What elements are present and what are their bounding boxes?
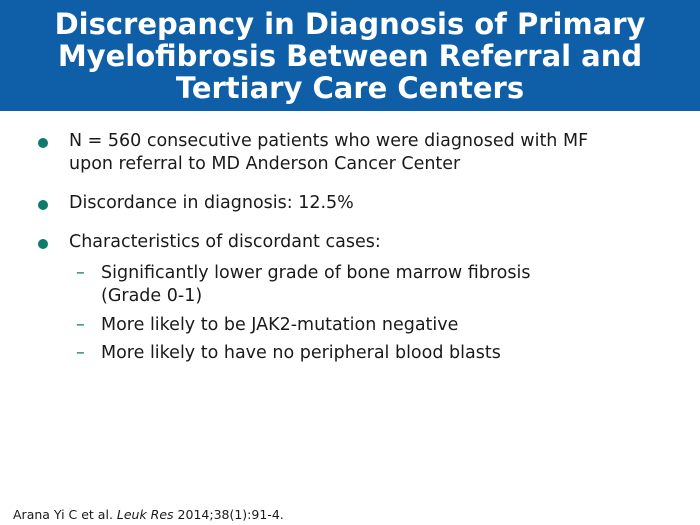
dash-icon: – bbox=[76, 315, 85, 335]
bullet-text-line: N = 560 consecutive patients who were di… bbox=[69, 131, 589, 151]
bullet-dot-icon bbox=[38, 200, 48, 210]
subitem-text-line: More likely to be JAK2-mutation negative bbox=[101, 315, 459, 335]
subitem-text-line: Significantly lower grade of bone marrow… bbox=[101, 263, 531, 283]
citation: Arana Yi C et al. Leuk Res 2014;38(1):91… bbox=[13, 507, 284, 523]
bullet-text-line: Characteristics of discordant cases: bbox=[69, 232, 381, 252]
subitem-text-line: (Grade 0-1) bbox=[101, 286, 203, 306]
slide-title-line-3: Tertiary Care Centers bbox=[175, 70, 525, 105]
bullet-dot-icon bbox=[38, 239, 48, 249]
dash-icon: – bbox=[76, 263, 85, 283]
subitem-text-line: More likely to have no peripheral blood … bbox=[101, 343, 501, 363]
bullet-text-line: Discordance in diagnosis: 12.5% bbox=[69, 193, 354, 213]
bullet-text-line: upon referral to MD Anderson Cancer Cent… bbox=[69, 154, 461, 174]
slide-title-line-2: Myelofibrosis Between Referral and bbox=[57, 38, 643, 73]
citation-journal: Leuk Res bbox=[116, 507, 174, 522]
slide-title-line-1: Discrepancy in Diagnosis of Primary bbox=[54, 6, 646, 41]
citation-authors: Arana Yi C et al. bbox=[13, 507, 117, 522]
dash-icon: – bbox=[76, 343, 85, 363]
title-banner: Discrepancy in Diagnosis of Primary Myel… bbox=[0, 0, 700, 111]
citation-details: 2014;38(1):91-4. bbox=[173, 507, 284, 522]
bullet-dot-icon bbox=[38, 138, 48, 148]
